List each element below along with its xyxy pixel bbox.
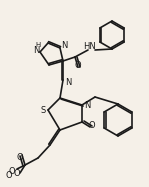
Text: O: O <box>89 120 95 130</box>
Text: O: O <box>6 171 12 180</box>
Text: S: S <box>40 105 46 114</box>
Text: N: N <box>61 41 67 50</box>
Text: N: N <box>84 100 90 110</box>
Text: O: O <box>9 168 15 177</box>
Text: HN: HN <box>83 42 95 50</box>
Text: O: O <box>14 168 20 177</box>
Text: O: O <box>75 61 81 70</box>
Text: H: H <box>35 42 41 48</box>
Text: N: N <box>33 45 39 54</box>
Text: O: O <box>17 153 23 162</box>
Text: N: N <box>65 77 71 87</box>
